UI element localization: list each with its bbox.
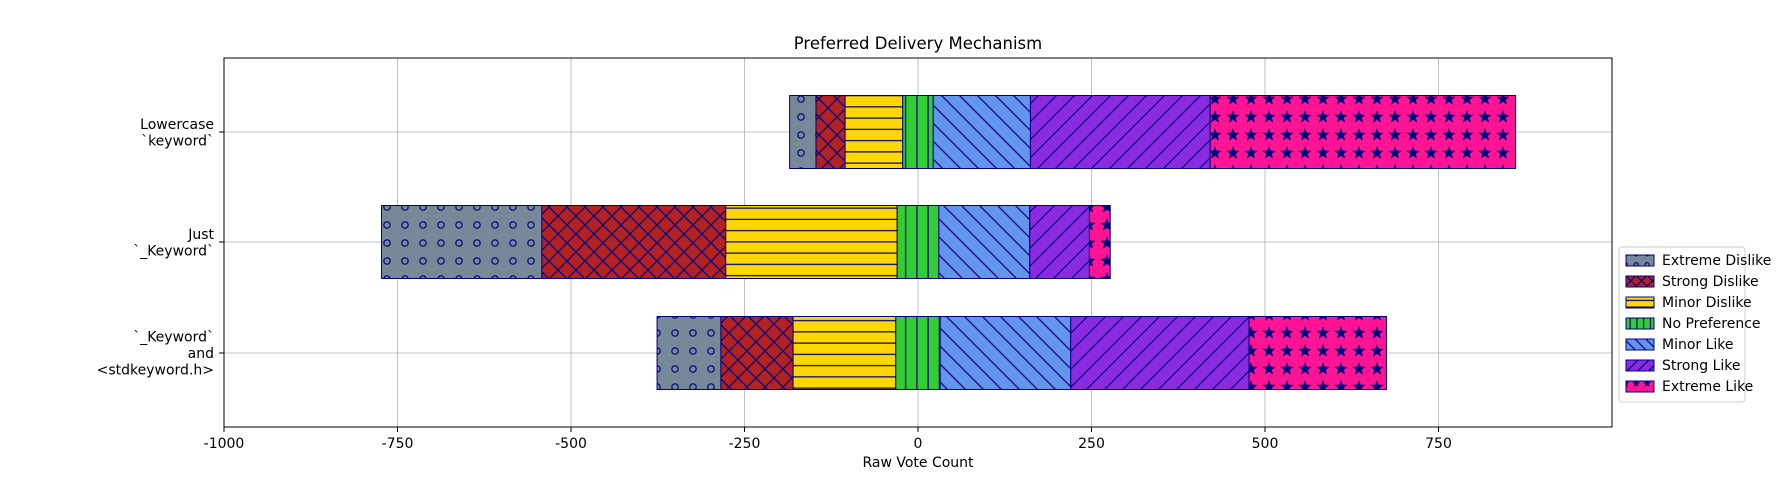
- x-tick-label: 750: [1425, 436, 1452, 452]
- y-tick-label: `keyword`: [141, 133, 214, 149]
- x-tick-label: -750: [382, 436, 414, 452]
- x-axis-label: Raw Vote Count: [862, 455, 974, 471]
- bar-minor-like-2: [938, 205, 1031, 279]
- bar-extreme-like-2: [1088, 205, 1111, 279]
- bar-strong-dislike-3: [720, 316, 794, 390]
- y-tick-label: `_Keyword`: [133, 243, 214, 259]
- x-tick-label: -500: [555, 436, 587, 452]
- legend-label-strong-dislike: Strong Dislike: [1662, 274, 1759, 290]
- bars: [381, 95, 1517, 390]
- legend-label-extreme-like: Extreme Like: [1662, 379, 1753, 395]
- y-tick-label: <stdkeyword.h>: [97, 363, 214, 379]
- legend-swatch-minor-like: [1625, 338, 1655, 351]
- bar-no-preference-1: [902, 95, 934, 169]
- x-tick-label: 250: [1078, 436, 1105, 452]
- legend-label-minor-dislike: Minor Dislike: [1662, 295, 1752, 311]
- legend-label-strong-like: Strong Like: [1662, 358, 1741, 374]
- y-tick-label: Lowercase: [140, 117, 214, 133]
- legend-label-minor-like: Minor Like: [1662, 337, 1734, 353]
- legend-swatch-strong-dislike: [1625, 275, 1655, 288]
- legend-swatch-minor-dislike: [1625, 296, 1655, 309]
- legend-label-no-preference: No Preference: [1662, 316, 1761, 332]
- y-tick-label: `_Keyword`: [133, 330, 214, 346]
- bar-extreme-dislike-3: [656, 316, 722, 390]
- bar-extreme-dislike-1: [789, 95, 817, 169]
- legend-label-extreme-dislike: Extreme Dislike: [1662, 253, 1771, 269]
- legend-swatch-extreme-dislike: [1625, 254, 1655, 267]
- bar-strong-dislike-1: [815, 95, 846, 169]
- legend-swatch-extreme-like: [1625, 380, 1655, 393]
- bar-strong-dislike-2: [541, 205, 727, 279]
- legend: Extreme Dislike Strong Dislike Minor Disli…: [1618, 246, 1771, 403]
- bar-minor-like-1: [932, 95, 1031, 169]
- bar-extreme-like-3: [1248, 316, 1387, 390]
- bar-minor-dislike-3: [792, 316, 897, 390]
- x-axis: -1000 -750 -500 -250 0 250 500 750: [204, 427, 1452, 452]
- y-tick-label: and: [188, 346, 214, 362]
- x-tick-label: 0: [914, 436, 923, 452]
- bar-minor-dislike-1: [844, 95, 904, 169]
- bar-extreme-like-1: [1209, 95, 1517, 169]
- bar-minor-like-3: [939, 316, 1072, 390]
- bar-no-preference-2: [896, 205, 940, 279]
- legend-swatch-strong-like: [1625, 359, 1655, 372]
- bar-strong-like-2: [1029, 205, 1090, 279]
- bar-strong-like-1: [1029, 95, 1211, 169]
- bar-strong-like-3: [1070, 316, 1250, 390]
- y-axis: Lowercase`keyword`Just`_Keyword``_Keywor…: [97, 117, 224, 379]
- bar-no-preference-3: [895, 316, 941, 390]
- y-tick-label: Just: [187, 227, 214, 243]
- bar-extreme-dislike-2: [381, 205, 543, 279]
- x-tick-label: -250: [729, 436, 761, 452]
- legend-swatch-no-preference: [1625, 317, 1655, 330]
- bar-minor-dislike-2: [725, 205, 898, 279]
- x-tick-label: 500: [1252, 436, 1279, 452]
- chart-title: Preferred Delivery Mechanism: [794, 34, 1042, 53]
- x-tick-label: -1000: [204, 436, 245, 452]
